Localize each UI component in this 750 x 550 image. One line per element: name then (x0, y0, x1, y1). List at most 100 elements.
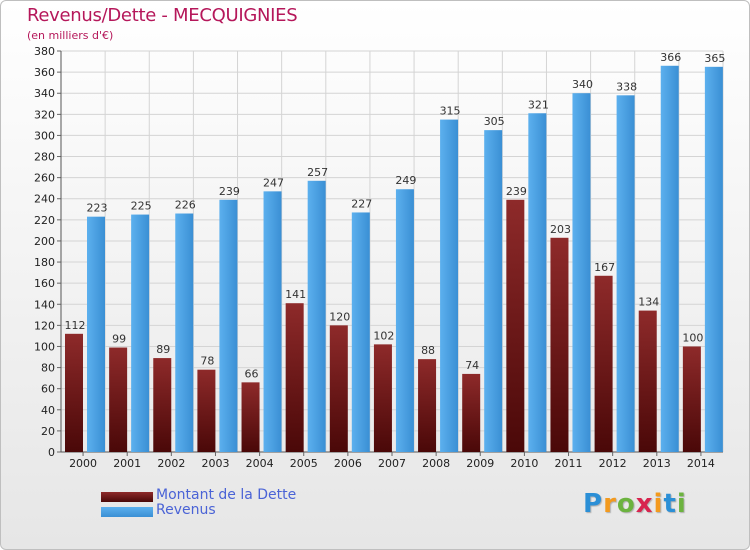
bar-revenus-2005 (307, 180, 326, 452)
bar-dette-2006 (329, 325, 348, 452)
data-label-dette-2014: 100 (682, 331, 703, 344)
data-label-dette-2007: 102 (373, 329, 394, 342)
data-label-revenus-2007: 249 (395, 174, 416, 187)
y-tick-label-0: 0 (48, 446, 55, 459)
x-tick-label-2013: 2013 (643, 457, 671, 470)
data-label-dette-2011: 203 (550, 223, 571, 236)
y-tick-label-280: 280 (34, 151, 55, 164)
y-tick-label-80: 80 (41, 362, 55, 375)
bar-revenus-2004 (263, 191, 282, 452)
data-label-revenus-2013: 366 (660, 51, 681, 64)
legend-swatch-dette (101, 492, 153, 502)
bar-dette-2003 (197, 369, 216, 452)
data-label-revenus-2000: 223 (87, 202, 108, 215)
data-label-dette-2006: 120 (329, 310, 350, 323)
y-tick-label-340: 340 (34, 87, 55, 100)
x-tick-label-2003: 2003 (201, 457, 229, 470)
data-label-dette-2010: 239 (506, 185, 527, 198)
bar-dette-2004 (241, 382, 260, 452)
bar-dette-2008 (418, 359, 437, 452)
data-label-dette-2012: 167 (594, 261, 615, 274)
bar-revenus-2003 (219, 199, 238, 452)
data-label-dette-2005: 141 (285, 288, 306, 301)
logo-letter-0: P (583, 489, 604, 519)
y-tick-label-40: 40 (41, 404, 55, 417)
bar-dette-2010 (506, 199, 525, 452)
x-tick-label-2009: 2009 (466, 457, 494, 470)
data-label-dette-2000: 112 (65, 319, 86, 332)
data-labels: 112 99 89 78 66 141 120 102 88 74 239 203 167 134 100 2… (65, 51, 726, 381)
bar-revenus-2009 (484, 130, 503, 453)
data-label-revenus-2011: 340 (572, 78, 593, 91)
bar-revenus-2014 (704, 66, 723, 452)
y-tick-label-360: 360 (34, 66, 55, 79)
data-label-revenus-2001: 225 (131, 200, 152, 213)
data-label-revenus-2012: 338 (616, 80, 637, 93)
y-tick-label-260: 260 (34, 172, 55, 185)
y-tick-label-240: 240 (34, 193, 55, 206)
y-tick-label-20: 20 (41, 425, 55, 438)
legend-label-dette: Montant de la Dette (156, 487, 297, 503)
bar-revenus-2006 (351, 212, 370, 452)
bar-dette-2012 (594, 275, 613, 452)
data-label-dette-2013: 134 (638, 296, 659, 309)
data-label-dette-2009: 74 (465, 359, 479, 372)
legend-label-revenus: Revenus (156, 502, 216, 518)
x-tick-label-2007: 2007 (378, 457, 406, 470)
y-tick-label-120: 120 (34, 319, 55, 332)
x-tick-label-2002: 2002 (157, 457, 185, 470)
bar-revenus-2008 (440, 119, 459, 452)
y-tick-label-100: 100 (34, 340, 55, 353)
bar-dette-2005 (285, 303, 304, 452)
chart-subtitle: (en milliers d'€) (27, 29, 114, 42)
x-tick-label-2004: 2004 (246, 457, 274, 470)
data-label-revenus-2009: 305 (484, 115, 505, 128)
data-label-dette-2004: 66 (245, 367, 259, 380)
bar-revenus-2013 (660, 65, 679, 452)
x-tick-label-2014: 2014 (687, 457, 715, 470)
x-tick-label-2001: 2001 (113, 457, 141, 470)
bar-dette-2011 (550, 237, 569, 452)
bar-dette-2013 (638, 310, 657, 452)
y-tick-label-60: 60 (41, 383, 55, 396)
axes: 0 20 40 60 80 100 120 140 160 180 200 220 240 260 280 3… (34, 45, 723, 470)
data-label-dette-2008: 88 (421, 344, 435, 357)
data-label-revenus-2005: 257 (307, 166, 328, 179)
data-label-revenus-2014: 365 (704, 52, 725, 65)
bar-revenus-2007 (395, 189, 414, 452)
logo-letter-5: t (663, 489, 677, 519)
bar-dette-2007 (373, 344, 392, 452)
data-label-revenus-2010: 321 (528, 98, 549, 111)
data-label-dette-2001: 99 (112, 333, 126, 346)
proxiti-logo: Proxiti (583, 489, 687, 519)
y-tick-label-300: 300 (34, 129, 55, 142)
bar-revenus-2010 (528, 113, 547, 452)
bar-dette-2001 (109, 347, 128, 452)
logo-letter-4: i (653, 489, 664, 519)
data-label-revenus-2008: 315 (440, 105, 461, 118)
data-label-revenus-2004: 247 (263, 176, 284, 189)
data-label-dette-2003: 78 (200, 355, 214, 368)
data-label-dette-2002: 89 (156, 343, 170, 356)
x-tick-label-2011: 2011 (555, 457, 583, 470)
y-tick-label-220: 220 (34, 214, 55, 227)
bar-revenus-2011 (572, 93, 591, 453)
x-tick-label-2010: 2010 (510, 457, 538, 470)
bar-revenus-2002 (175, 213, 194, 452)
bar-dette-2000 (65, 333, 83, 452)
y-tick-label-200: 200 (34, 235, 55, 248)
logo-letter-1: r (603, 489, 617, 519)
chart-title: Revenus/Dette - MECQUIGNIES (27, 5, 298, 26)
bar-revenus-2001 (131, 214, 150, 452)
grid-lines (60, 50, 724, 453)
logo-letter-2: o (616, 489, 636, 519)
y-tick-label-380: 380 (34, 45, 55, 58)
bar-dette-2002 (153, 358, 172, 452)
bar-dette-2009 (462, 373, 481, 452)
logo-letter-6: i (676, 489, 687, 519)
y-tick-label-160: 160 (34, 277, 55, 290)
bar-dette-2014 (682, 346, 701, 452)
x-tick-label-2005: 2005 (290, 457, 318, 470)
